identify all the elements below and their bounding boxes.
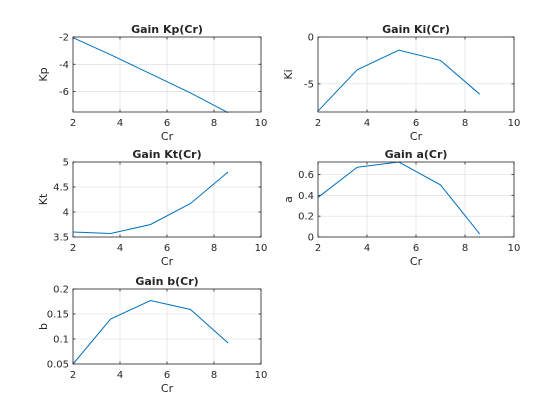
x-axis-label: Cr (161, 130, 174, 143)
y-tick-label: 0.05 (47, 360, 69, 371)
y-tick-label: 0.4 (298, 191, 314, 202)
y-axis-label: a (282, 196, 295, 203)
x-tick-label: 6 (164, 118, 170, 129)
chart-title: Gain Kt(Cr) (132, 148, 201, 161)
y-tick-label: 0 (308, 33, 314, 44)
subplot-2: 2 4 6 8 10 0 -5 Gain Ki(Cr) Cr Ki (282, 23, 520, 143)
x-tick-label: 6 (164, 243, 170, 254)
x-tick-label: 8 (211, 118, 217, 129)
x-tick-label: 8 (211, 243, 217, 254)
y-tick-label: -2 (59, 33, 69, 44)
x-tick-label: 2 (70, 243, 76, 254)
x-axis-label: Cr (410, 130, 423, 143)
x-tick-label: 8 (462, 118, 468, 129)
series-line (72, 299, 229, 365)
y-axis-label: b (37, 323, 50, 330)
x-tick-label: 10 (255, 118, 268, 129)
x-tick-label: 4 (117, 370, 123, 381)
x-tick-label: 4 (117, 243, 123, 254)
subplot-1: 2 4 6 8 10 -2 -4 -6 Gain Kp(Cr) Cr Kp (37, 23, 267, 143)
y-tick-label: 0.2 (298, 212, 314, 223)
x-axis-label: Cr (161, 255, 174, 268)
x-tick-label: 4 (364, 118, 370, 129)
chart-title: Gain a(Cr) (385, 148, 448, 161)
y-tick-label: -4 (59, 60, 69, 71)
y-tick-label: 3.5 (53, 233, 69, 244)
x-tick-label: 2 (70, 118, 76, 129)
chart-title: Gain Kp(Cr) (131, 23, 203, 36)
x-tick-label: 6 (413, 243, 419, 254)
y-tick-label: -5 (304, 79, 314, 90)
x-tick-label: 2 (315, 243, 321, 254)
subplot-3: 2 4 6 8 10 3.5 4 4.5 5 Gain Kt(Cr) Cr Kt (37, 148, 267, 268)
series-line (72, 171, 229, 235)
x-tick-label: 6 (413, 118, 419, 129)
y-axis-label: Ki (282, 69, 295, 79)
y-axis-label: Kt (37, 193, 50, 205)
y-tick-label: 0.2 (53, 285, 69, 296)
series-line (317, 49, 481, 112)
y-tick-label: -6 (59, 87, 69, 98)
x-tick-label: 10 (255, 243, 268, 254)
y-tick-label: 0.6 (298, 170, 314, 181)
x-tick-label: 6 (164, 370, 170, 381)
x-tick-label: 10 (255, 370, 268, 381)
chart-title: Gain b(Cr) (135, 275, 198, 288)
x-tick-label: 8 (462, 243, 468, 254)
y-tick-label: 0.1 (53, 335, 69, 346)
series-line (72, 37, 229, 114)
x-tick-label: 2 (315, 118, 321, 129)
y-tick-label: 0.15 (47, 310, 69, 321)
x-tick-label: 4 (117, 118, 123, 129)
y-tick-label: 4 (63, 208, 69, 219)
x-tick-label: 8 (211, 370, 217, 381)
subplot-4: 2 4 6 8 10 0 0.2 0.4 0.6 Gain a(Cr) Cr a (282, 148, 520, 268)
x-tick-label: 10 (508, 243, 521, 254)
chart-title: Gain Ki(Cr) (382, 23, 450, 36)
y-tick-label: 5 (63, 158, 69, 169)
x-tick-label: 10 (508, 118, 521, 129)
x-tick-label: 4 (364, 243, 370, 254)
subplot-5: 2 4 6 8 10 0.05 0.1 0.15 0.2 Gain b(Cr) Cr b (37, 275, 267, 395)
y-tick-label: 4.5 (53, 183, 69, 194)
x-tick-label: 2 (70, 370, 76, 381)
y-axis-label: Kp (37, 67, 50, 81)
x-axis-label: Cr (410, 255, 423, 268)
x-axis-label: Cr (161, 382, 174, 395)
y-tick-label: 0 (308, 233, 314, 244)
